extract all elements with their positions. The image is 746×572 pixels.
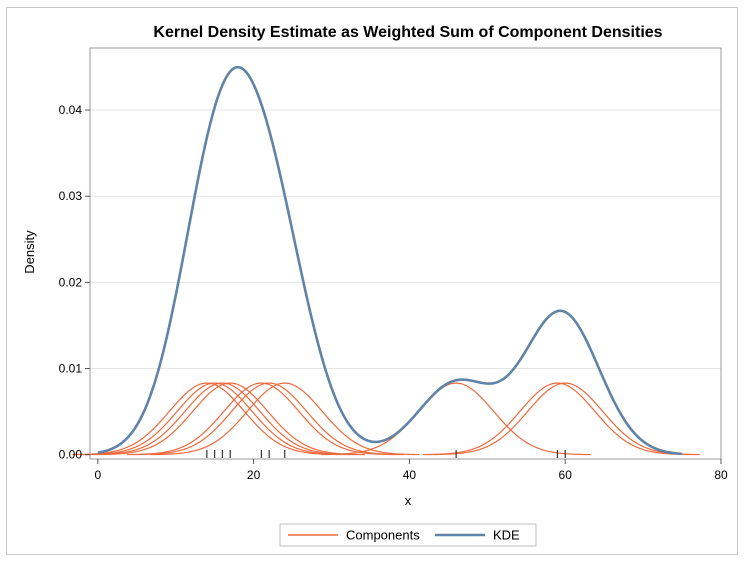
chart-title: Kernel Density Estimate as Weighted Sum …: [153, 24, 662, 41]
x-tick-label-2: 40: [403, 468, 417, 482]
kde-curve: [97, 65, 683, 456]
y-tick-label-2: 0.02: [59, 275, 83, 289]
legend-box: [279, 523, 537, 547]
component-curve-9: [430, 382, 700, 456]
chart-frame: [6, 7, 738, 555]
component-curve-0: [72, 382, 342, 456]
y-tick-label-1: 0.01: [59, 362, 83, 376]
component-curve-5: [134, 382, 404, 456]
legend-label-kde: KDE: [493, 528, 520, 543]
component-curve-7: [321, 382, 591, 456]
legend-label-components: Components: [346, 528, 420, 543]
y-tick-label-4: 0.04: [59, 103, 83, 117]
component-curve-2: [87, 382, 358, 456]
component-curve-1: [80, 382, 350, 456]
grid-lines: [90, 109, 721, 370]
component-curve-3: [95, 382, 365, 456]
axes: 0.00 0.01 0.02 0.03 0.04 0 20 40 60 80: [59, 47, 728, 482]
x-tick-label-0: 0: [94, 468, 101, 482]
y-axis-label: Density: [22, 230, 37, 274]
kde-curve-group: [97, 65, 683, 456]
component-curve-4: [126, 382, 397, 456]
x-tick-label-3: 60: [559, 468, 573, 482]
y-tick-label-0: 0.00: [59, 448, 83, 462]
legend: Components KDE: [279, 523, 537, 547]
component-curves: [72, 382, 700, 456]
x-axis-label: x: [405, 493, 412, 508]
y-tick-label-3: 0.03: [59, 189, 83, 203]
x-tick-label-4: 80: [714, 468, 728, 482]
x-tick-label-1: 20: [247, 468, 261, 482]
component-curve-6: [150, 382, 420, 456]
rug-marks: [206, 450, 566, 458]
component-curve-8: [422, 382, 693, 456]
plot-area-border: [89, 47, 722, 460]
